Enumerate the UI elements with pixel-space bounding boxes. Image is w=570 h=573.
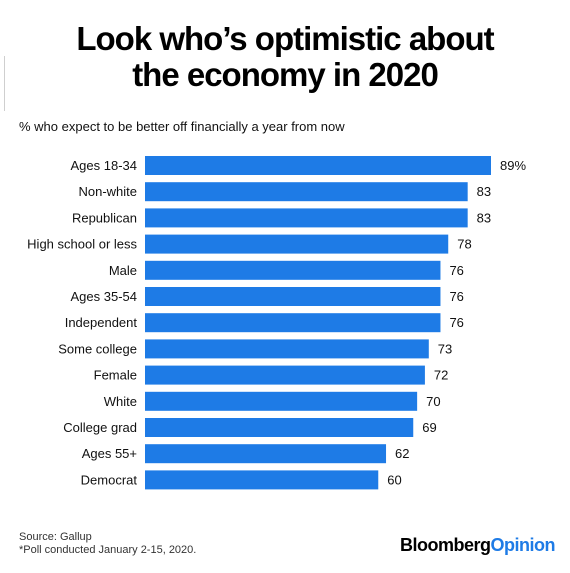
bar-democrat [145,470,379,490]
value-label: 89% [500,158,526,173]
category-label: White [104,394,137,409]
value-label: 76 [449,315,463,330]
bar-non-white [145,182,468,202]
value-label: 73 [438,341,452,356]
category-label: Some college [58,341,137,356]
category-label: High school or less [27,237,137,252]
value-label: 72 [434,368,448,383]
value-label: 76 [449,289,463,304]
bar-white [145,391,418,411]
value-label: 70 [426,394,440,409]
category-label: Republican [72,210,137,225]
bar-chart: Ages 18-34 89% Non-white 83 Republican 83 High… [27,156,526,490]
category-label: Male [109,263,137,278]
chart-title-line-1: Look who’s optimistic about [76,20,494,57]
bar-republican [145,208,468,228]
chart-subtitle: % who expect to be better off financiall… [19,119,345,134]
category-label: Female [94,368,137,383]
value-label: 83 [477,210,491,225]
logo-part-opinion: Opinion [490,535,556,555]
bar-male [145,260,441,280]
bar-college-grad [145,418,414,437]
value-label: 60 [387,472,401,487]
bar-independent [145,313,441,333]
poll-date-note: *Poll conducted January 2-15, 2020. [19,544,197,556]
category-label: Ages 55+ [82,446,137,461]
value-label: 78 [457,237,471,252]
bar-ages-35-54 [145,287,441,306]
category-label: Democrat [81,472,138,487]
category-label: College grad [63,420,137,435]
edge-divider [4,56,5,111]
bar-some-college [145,339,429,359]
source-note: Source: Gallup *Poll conducted January 2… [19,531,196,557]
value-label: 62 [395,446,409,461]
value-label: 76 [449,263,463,278]
bar-ages-55- [145,444,387,464]
chart-title-line-2: the economy in 2020 [132,56,439,93]
logo-part-bloomberg: Bloomberg [400,535,491,555]
bar-ages-18-34 [145,156,491,175]
category-label: Independent [65,315,138,330]
value-label: 69 [422,420,436,435]
source-line: Source: Gallup [19,531,92,543]
category-label: Ages 18-34 [71,158,138,173]
bloomberg-opinion-logo: BloombergOpinion [400,535,556,556]
category-label: Non-white [78,184,137,199]
value-label: 83 [477,184,491,199]
bar-female [145,365,425,385]
category-label: Ages 35-54 [71,289,138,304]
chart-title: Look who’s optimistic about the economy … [0,21,570,93]
bar-high-school-or-less [145,234,449,254]
